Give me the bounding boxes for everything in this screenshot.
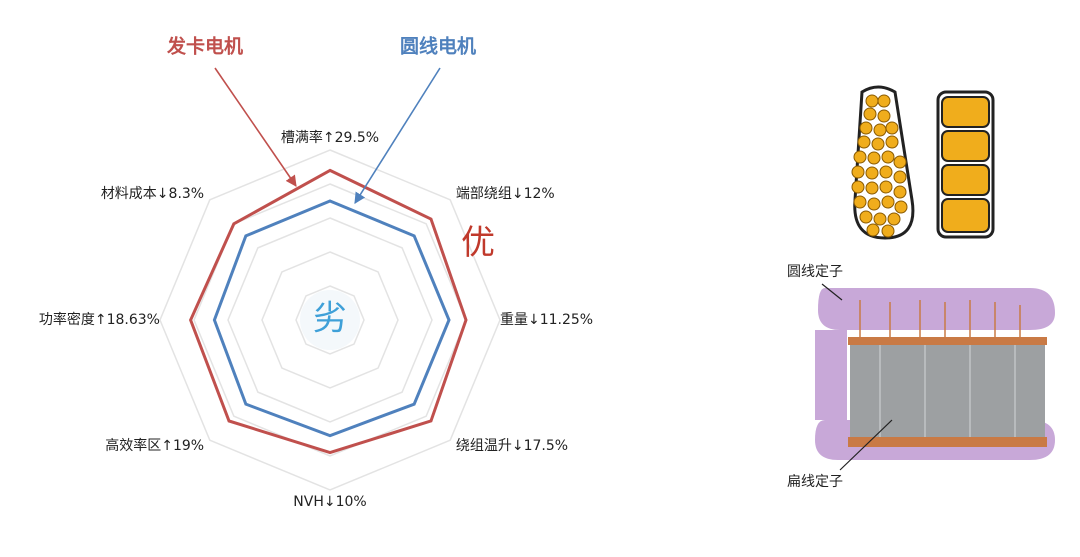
axis-label: NVH↓10% [293,494,366,510]
axis-label: 重量↓11.25% [500,312,593,328]
center-badge [300,290,360,350]
axis-label: 端部绕组↓12% [456,186,555,202]
illustration [815,85,1055,471]
axis-label: 功率密度↑18.63% [39,311,160,328]
radar: 槽满率↑29.5% 端部绕组↓12% 重量↓11.25% 绕组温升↓17.5% NVH↓… [39,129,593,510]
grid-ring [295,285,365,355]
pointer-arrow [354,67,441,204]
series-polygon [188,168,468,455]
axis-label: 槽满率↑29.5% [281,129,379,146]
grid-ring [159,149,501,491]
axis-label: 绕组温升↓17.5% [456,438,568,454]
pointer-arrow [214,67,297,187]
series-label: 发卡电机 [166,35,243,58]
illustration-label: 扁线定子 [787,474,843,490]
axis-label: 高效率区↑19% [105,437,204,454]
illustration-label: 圆线定子 [787,264,843,280]
series-polygon [212,199,451,438]
grid-ring [261,251,399,389]
annotation: 劣 [313,299,347,339]
series-label: 圆线电机 [400,35,476,58]
annotation: 优 [461,223,495,263]
axis-label: 材料成本↓8.3% [101,186,204,202]
grid-ring [227,217,433,423]
